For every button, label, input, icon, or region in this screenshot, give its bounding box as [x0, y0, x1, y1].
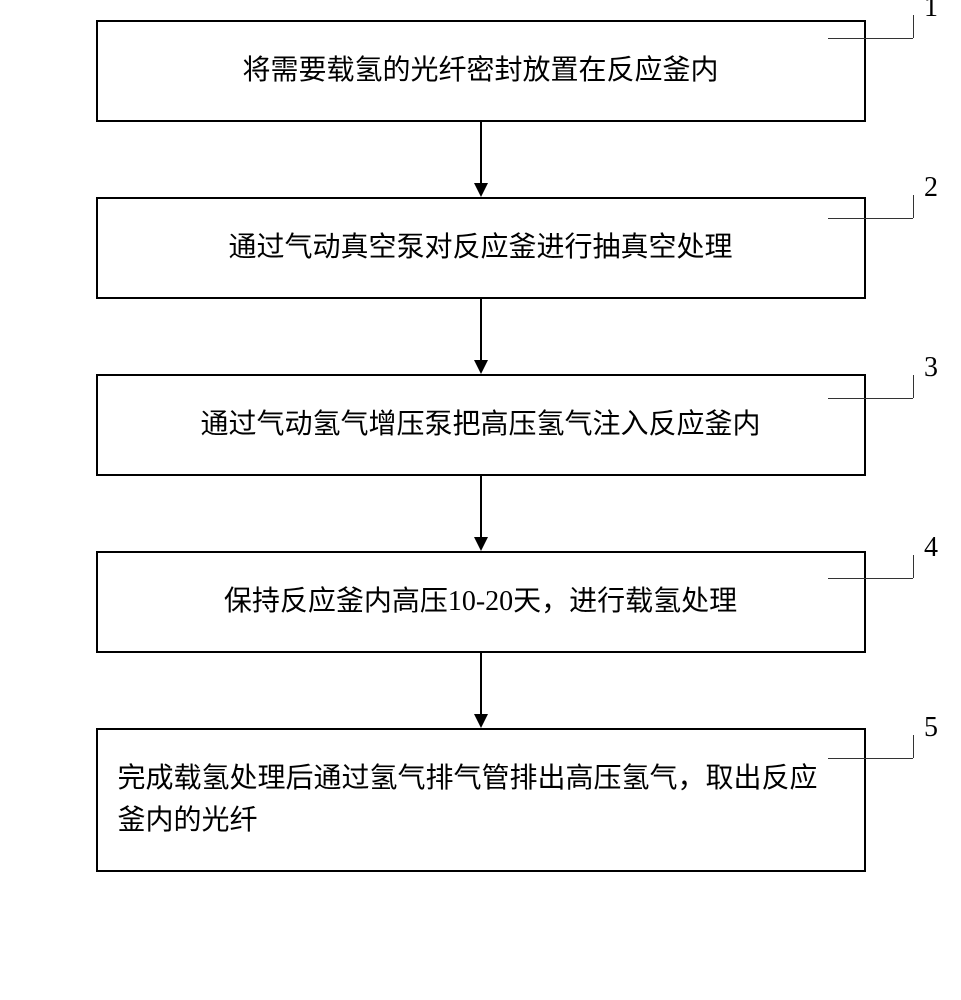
- leader-v-5: [913, 735, 914, 758]
- arrow-1-2: [474, 122, 488, 197]
- flowchart-container: 将需要载氢的光纤密封放置在反应釜内 通过气动真空泵对反应釜进行抽真空处理 通过气…: [60, 20, 901, 872]
- number-label-1: 1: [924, 0, 938, 24]
- leader-h-2: [828, 218, 913, 219]
- step-5-box: 完成载氢处理后通过氢气排气管排出高压氢气，取出反应釜内的光纤: [96, 728, 866, 872]
- step-1-wrapper: 将需要载氢的光纤密封放置在反应釜内: [60, 20, 901, 122]
- arrow-3-4: [474, 476, 488, 551]
- step-2-wrapper: 通过气动真空泵对反应釜进行抽真空处理: [60, 197, 901, 299]
- step-4-wrapper: 保持反应釜内高压10-20天，进行载氢处理: [60, 551, 901, 653]
- arrow-4-5: [474, 653, 488, 728]
- number-label-3: 3: [924, 352, 938, 384]
- arrow-line: [480, 122, 482, 183]
- step-5-text: 完成载氢处理后通过氢气排气管排出高压氢气，取出反应釜内的光纤: [118, 763, 818, 836]
- leader-v-2: [913, 195, 914, 218]
- arrow-head: [474, 537, 488, 551]
- arrow-line: [480, 299, 482, 360]
- leader-v-4: [913, 555, 914, 578]
- step-4-box: 保持反应釜内高压10-20天，进行载氢处理: [96, 551, 866, 653]
- number-label-4: 4: [924, 532, 938, 564]
- step-3-wrapper: 通过气动氢气增压泵把高压氢气注入反应釜内: [60, 374, 901, 476]
- leader-h-5: [828, 758, 913, 759]
- leader-h-4: [828, 578, 913, 579]
- arrow-line: [480, 476, 482, 537]
- arrow-2-3: [474, 299, 488, 374]
- step-2-box: 通过气动真空泵对反应釜进行抽真空处理: [96, 197, 866, 299]
- arrow-head: [474, 183, 488, 197]
- arrow-head: [474, 714, 488, 728]
- leader-h-1: [828, 38, 913, 39]
- step-3-text: 通过气动氢气增压泵把高压氢气注入反应釜内: [200, 404, 760, 446]
- step-5-wrapper: 完成载氢处理后通过氢气排气管排出高压氢气，取出反应釜内的光纤: [60, 728, 901, 872]
- arrow-head: [474, 360, 488, 374]
- leader-v-3: [913, 375, 914, 398]
- arrow-line: [480, 653, 482, 714]
- number-label-2: 2: [924, 172, 938, 204]
- step-1-box: 将需要载氢的光纤密封放置在反应釜内: [96, 20, 866, 122]
- step-4-text: 保持反应釜内高压10-20天，进行载氢处理: [224, 581, 737, 623]
- leader-v-1: [913, 15, 914, 38]
- number-label-5: 5: [924, 712, 938, 744]
- step-2-text: 通过气动真空泵对反应釜进行抽真空处理: [228, 227, 732, 269]
- leader-h-3: [828, 398, 913, 399]
- step-3-box: 通过气动氢气增压泵把高压氢气注入反应釜内: [96, 374, 866, 476]
- step-1-text: 将需要载氢的光纤密封放置在反应釜内: [242, 50, 718, 92]
